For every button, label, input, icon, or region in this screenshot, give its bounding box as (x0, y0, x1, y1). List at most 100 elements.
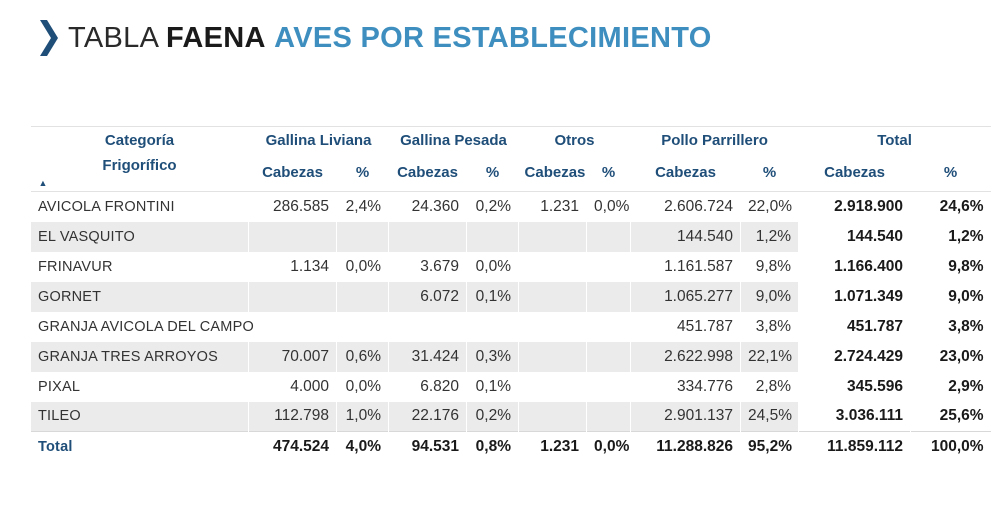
header-pp-cabezas: Cabezas (655, 163, 716, 181)
total-t-pct: 100,0% (910, 431, 991, 462)
cell-ot-pct (586, 341, 631, 372)
cell-gp-cabezas: 22.176 (388, 401, 467, 432)
cell-ot-pct (586, 251, 631, 282)
header-categoria[interactable]: Categoría (104, 131, 175, 149)
cell-gl-cabezas (248, 221, 337, 252)
cell-total-pct: 9,8% (910, 251, 991, 282)
header-gp-cabezas: Cabezas (397, 163, 458, 181)
header-ot-pct: % (601, 163, 616, 181)
header-frigorifico[interactable]: Frigorífico ▲ (31, 153, 249, 192)
cell-total-pct: 1,2% (910, 221, 991, 252)
header-otros: Otros (554, 131, 595, 149)
table-row[interactable]: GORNET 6.072 0,1% 1.065.277 9,0% 1.071.3… (30, 281, 991, 312)
cell-pp-pct: 22,0% (740, 191, 799, 222)
cell-pp-cabezas: 1.161.587 (630, 251, 741, 282)
cell-ot-cabezas (518, 401, 587, 432)
table-row[interactable]: AVICOLA FRONTINI 286.585 2,4% 24.360 0,2… (30, 191, 991, 222)
cell-pp-cabezas: 144.540 (630, 221, 741, 252)
cell-gl-cabezas (248, 311, 337, 342)
total-ot-pct: 0,0% (586, 431, 631, 462)
header-gallina-liviana: Gallina Liviana (265, 131, 372, 149)
table-row[interactable]: EL VASQUITO 144.540 1,2% 144.540 1,2% (30, 221, 991, 252)
cell-total-cabezas: 2.918.900 (798, 191, 911, 222)
faena-table: Categoría Gallina Liviana Gallina Pesada… (30, 126, 991, 462)
header-gl-pct: % (355, 163, 370, 181)
cell-pp-cabezas: 2.901.137 (630, 401, 741, 432)
cell-ot-cabezas (518, 251, 587, 282)
cell-gp-pct: 0,3% (465, 341, 519, 372)
cell-gp-cabezas: 6.072 (388, 281, 467, 312)
header-gl-cabezas: Cabezas (262, 163, 323, 181)
header-t-cabezas: Cabezas (824, 163, 885, 181)
cell-gl-cabezas: 112.798 (248, 401, 337, 432)
cell-total-pct: 2,9% (910, 371, 991, 402)
header-pp-pct: % (762, 163, 777, 181)
cell-total-cabezas: 345.596 (798, 371, 911, 402)
sort-ascending-icon[interactable]: ▲ (38, 178, 48, 188)
row-name: FRINAVUR (30, 251, 249, 282)
cell-ot-cabezas (518, 311, 587, 342)
cell-gl-pct (336, 311, 389, 342)
cell-pp-pct: 22,1% (740, 341, 799, 372)
row-name: AVICOLA FRONTINI (30, 191, 249, 222)
header-frigorifico-label: Frigorífico (102, 157, 177, 174)
cell-gp-cabezas: 6.820 (388, 371, 467, 402)
cell-total-cabezas: 3.036.111 (798, 401, 911, 432)
cell-gp-cabezas: 31.424 (388, 341, 467, 372)
cell-gl-cabezas: 286.585 (248, 191, 337, 222)
header-row-sub: Frigorífico ▲ Cabezas % Cabezas % Cabeza… (31, 153, 991, 192)
cell-pp-pct: 9,0% (740, 281, 799, 312)
cell-ot-pct (586, 221, 631, 252)
cell-total-cabezas: 1.071.349 (798, 281, 911, 312)
table-row[interactable]: GRANJA TRES ARROYOS 70.007 0,6% 31.424 0… (30, 341, 991, 372)
cell-gp-pct: 0,1% (465, 371, 519, 402)
cell-ot-cabezas: 1.231 (518, 191, 587, 222)
cell-gl-pct (336, 281, 389, 312)
cell-gl-pct: 0,6% (336, 341, 389, 372)
table-row[interactable]: GRANJA AVICOLA DEL CAMPO 451.787 3,8% 45… (30, 311, 991, 342)
chevron-right-icon (40, 20, 58, 56)
row-name: EL VASQUITO (30, 221, 249, 252)
header-gallina-pesada: Gallina Pesada (400, 131, 507, 149)
cell-gp-cabezas (388, 311, 467, 342)
cell-pp-cabezas: 2.622.998 (630, 341, 741, 372)
cell-gp-cabezas: 3.679 (388, 251, 467, 282)
cell-total-pct: 3,8% (910, 311, 991, 342)
cell-ot-cabezas (518, 371, 587, 402)
total-ot-cabezas: 1.231 (518, 431, 587, 462)
table-row[interactable]: FRINAVUR 1.134 0,0% 3.679 0,0% 1.161.587… (30, 251, 991, 282)
cell-gl-cabezas (248, 281, 337, 312)
row-name: GORNET (30, 281, 249, 312)
row-name: GRANJA TRES ARROYOS (30, 341, 249, 372)
header-row-groups: Categoría Gallina Liviana Gallina Pesada… (30, 126, 991, 154)
cell-gl-pct: 0,0% (336, 371, 389, 402)
cell-ot-pct (586, 371, 631, 402)
total-label: Total (30, 431, 249, 462)
total-t-cabezas: 11.859.112 (798, 431, 911, 462)
cell-pp-cabezas: 334.776 (630, 371, 741, 402)
cell-total-pct: 23,0% (910, 341, 991, 372)
cell-gp-pct (465, 221, 519, 252)
cell-gp-pct: 0,1% (465, 281, 519, 312)
cell-pp-pct: 1,2% (740, 221, 799, 252)
cell-pp-cabezas: 2.606.724 (630, 191, 741, 222)
cell-gl-pct: 0,0% (336, 251, 389, 282)
table-row[interactable]: TILEO 112.798 1,0% 22.176 0,2% 2.901.137… (30, 401, 991, 432)
total-gl-pct: 4,0% (336, 431, 389, 462)
table-row[interactable]: PIXAL 4.000 0,0% 6.820 0,1% 334.776 2,8%… (30, 371, 991, 402)
title-part-3: AVES POR ESTABLECIMIENTO (274, 21, 712, 54)
cell-total-pct: 24,6% (910, 191, 991, 222)
header-pollo-parrillero: Pollo Parrillero (661, 131, 768, 149)
cell-pp-cabezas: 1.065.277 (630, 281, 741, 312)
cell-gl-pct: 2,4% (336, 191, 389, 222)
cell-ot-pct: 0,0% (586, 191, 631, 222)
total-pp-pct: 95,2% (740, 431, 799, 462)
cell-ot-cabezas (518, 281, 587, 312)
cell-gp-cabezas (388, 221, 467, 252)
cell-total-cabezas: 2.724.429 (798, 341, 911, 372)
cell-gl-pct: 1,0% (336, 401, 389, 432)
cell-total-cabezas: 451.787 (798, 311, 911, 342)
total-pp-cabezas: 11.288.826 (630, 431, 741, 462)
title-part-2: FAENA (165, 21, 266, 54)
cell-ot-pct (586, 281, 631, 312)
